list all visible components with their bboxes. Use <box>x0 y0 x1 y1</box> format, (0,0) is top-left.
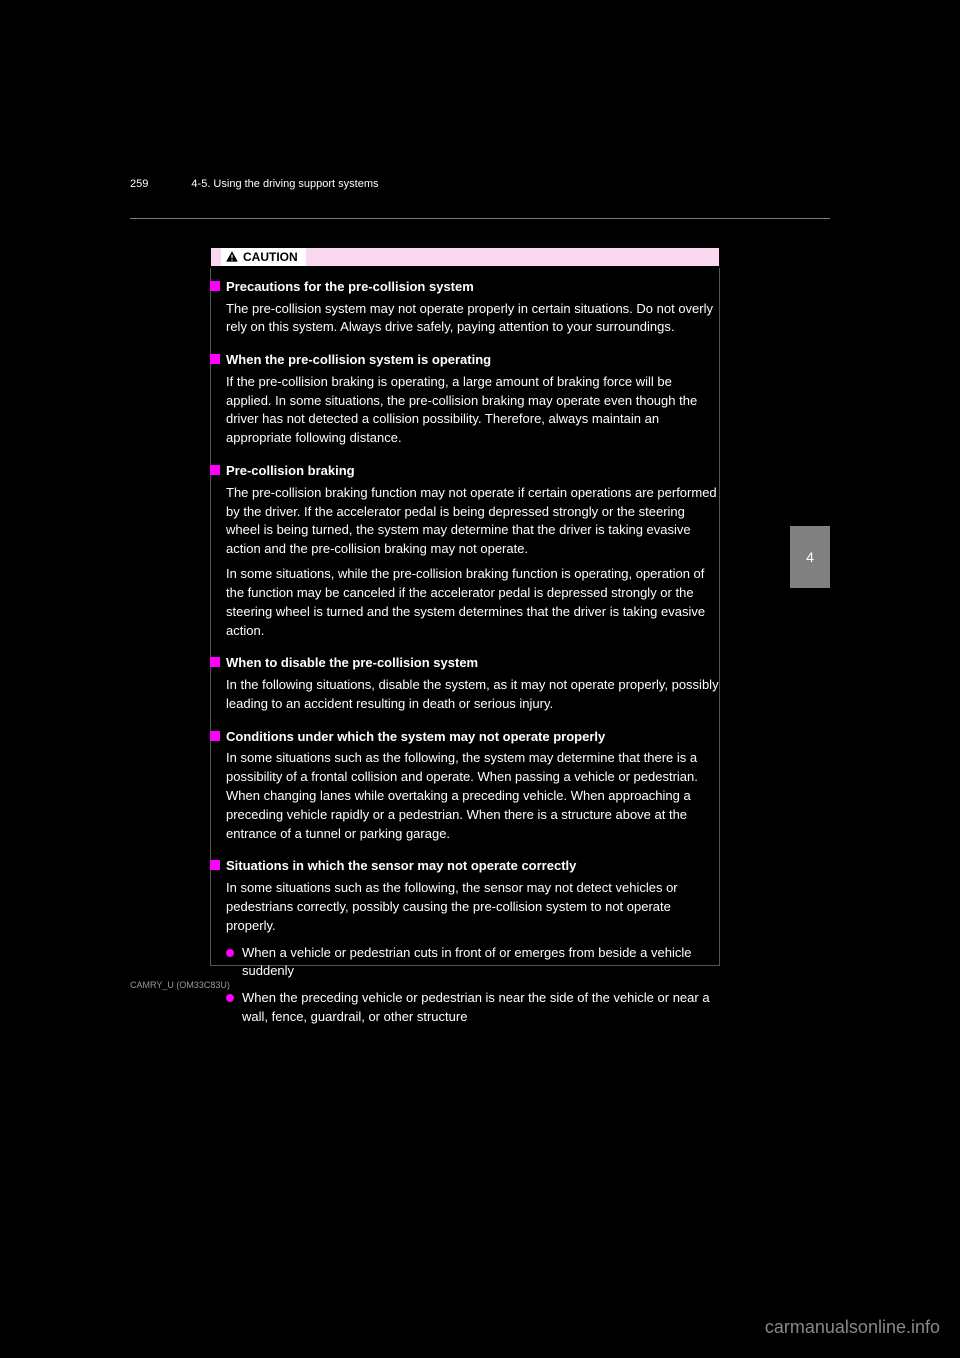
heading-text: Pre-collision braking <box>226 462 355 480</box>
content-area: Precautions for the pre-collision system… <box>210 278 720 1041</box>
section-block: When the pre-collision system is operati… <box>210 351 720 448</box>
chapter-number: 4 <box>806 549 814 565</box>
heading-text: Conditions under which the system may no… <box>226 728 605 746</box>
heading-text: Precautions for the pre-collision system <box>226 278 474 296</box>
caution-label-wrap: CAUTION <box>221 248 306 266</box>
body-text: If the pre-collision braking is operatin… <box>210 373 720 448</box>
square-bullet-icon <box>210 281 220 291</box>
square-bullet-icon <box>210 731 220 741</box>
caution-box: CAUTION <box>210 247 720 267</box>
heading-text: When to disable the pre-collision system <box>226 654 478 672</box>
body-text: The pre-collision system may not operate… <box>210 300 720 338</box>
section-title: 4-5. Using the driving support systems <box>191 178 378 190</box>
heading-text: Situations in which the sensor may not o… <box>226 857 576 875</box>
body-text: In some situations such as the following… <box>210 879 720 936</box>
body-text: In some situations such as the following… <box>210 749 720 843</box>
caution-label: CAUTION <box>243 250 298 264</box>
bullet-item: When a vehicle or pedestrian cuts in fro… <box>210 944 720 982</box>
doc-reference: CAMRY_U (OM33C83U) <box>130 980 230 990</box>
page-header: 259 4-5. Using the driving support syste… <box>130 178 830 190</box>
bullet-item: When the preceding vehicle or pedestrian… <box>210 989 720 1027</box>
heading-text: When the pre-collision system is operati… <box>226 351 491 369</box>
body-text: The pre-collision braking function may n… <box>210 484 720 559</box>
chapter-tab: 4 <box>790 526 830 588</box>
header-rule <box>130 218 830 219</box>
body-text: In the following situations, disable the… <box>210 676 720 714</box>
square-bullet-icon <box>210 860 220 870</box>
section-block: When to disable the pre-collision system… <box>210 654 720 713</box>
section-heading: When to disable the pre-collision system <box>210 654 720 672</box>
watermark: carmanualsonline.info <box>765 1317 940 1338</box>
square-bullet-icon <box>210 657 220 667</box>
section-heading: Situations in which the sensor may not o… <box>210 857 720 875</box>
section-heading: Precautions for the pre-collision system <box>210 278 720 296</box>
section-heading: Conditions under which the system may no… <box>210 728 720 746</box>
section-heading: When the pre-collision system is operati… <box>210 351 720 369</box>
dot-bullet-icon <box>226 994 234 1002</box>
section-block: Pre-collision braking The pre-collision … <box>210 462 720 640</box>
page-number: 259 <box>130 178 148 190</box>
warning-icon <box>225 250 239 264</box>
body-text: In some situations, while the pre-collis… <box>210 565 720 640</box>
section-block: Precautions for the pre-collision system… <box>210 278 720 337</box>
bullet-text: When the preceding vehicle or pedestrian… <box>242 989 720 1027</box>
section-block: Conditions under which the system may no… <box>210 728 720 844</box>
dot-bullet-icon <box>226 949 234 957</box>
section-heading: Pre-collision braking <box>210 462 720 480</box>
bullet-text: When a vehicle or pedestrian cuts in fro… <box>242 944 720 982</box>
square-bullet-icon <box>210 354 220 364</box>
section-block: Situations in which the sensor may not o… <box>210 857 720 1026</box>
square-bullet-icon <box>210 465 220 475</box>
